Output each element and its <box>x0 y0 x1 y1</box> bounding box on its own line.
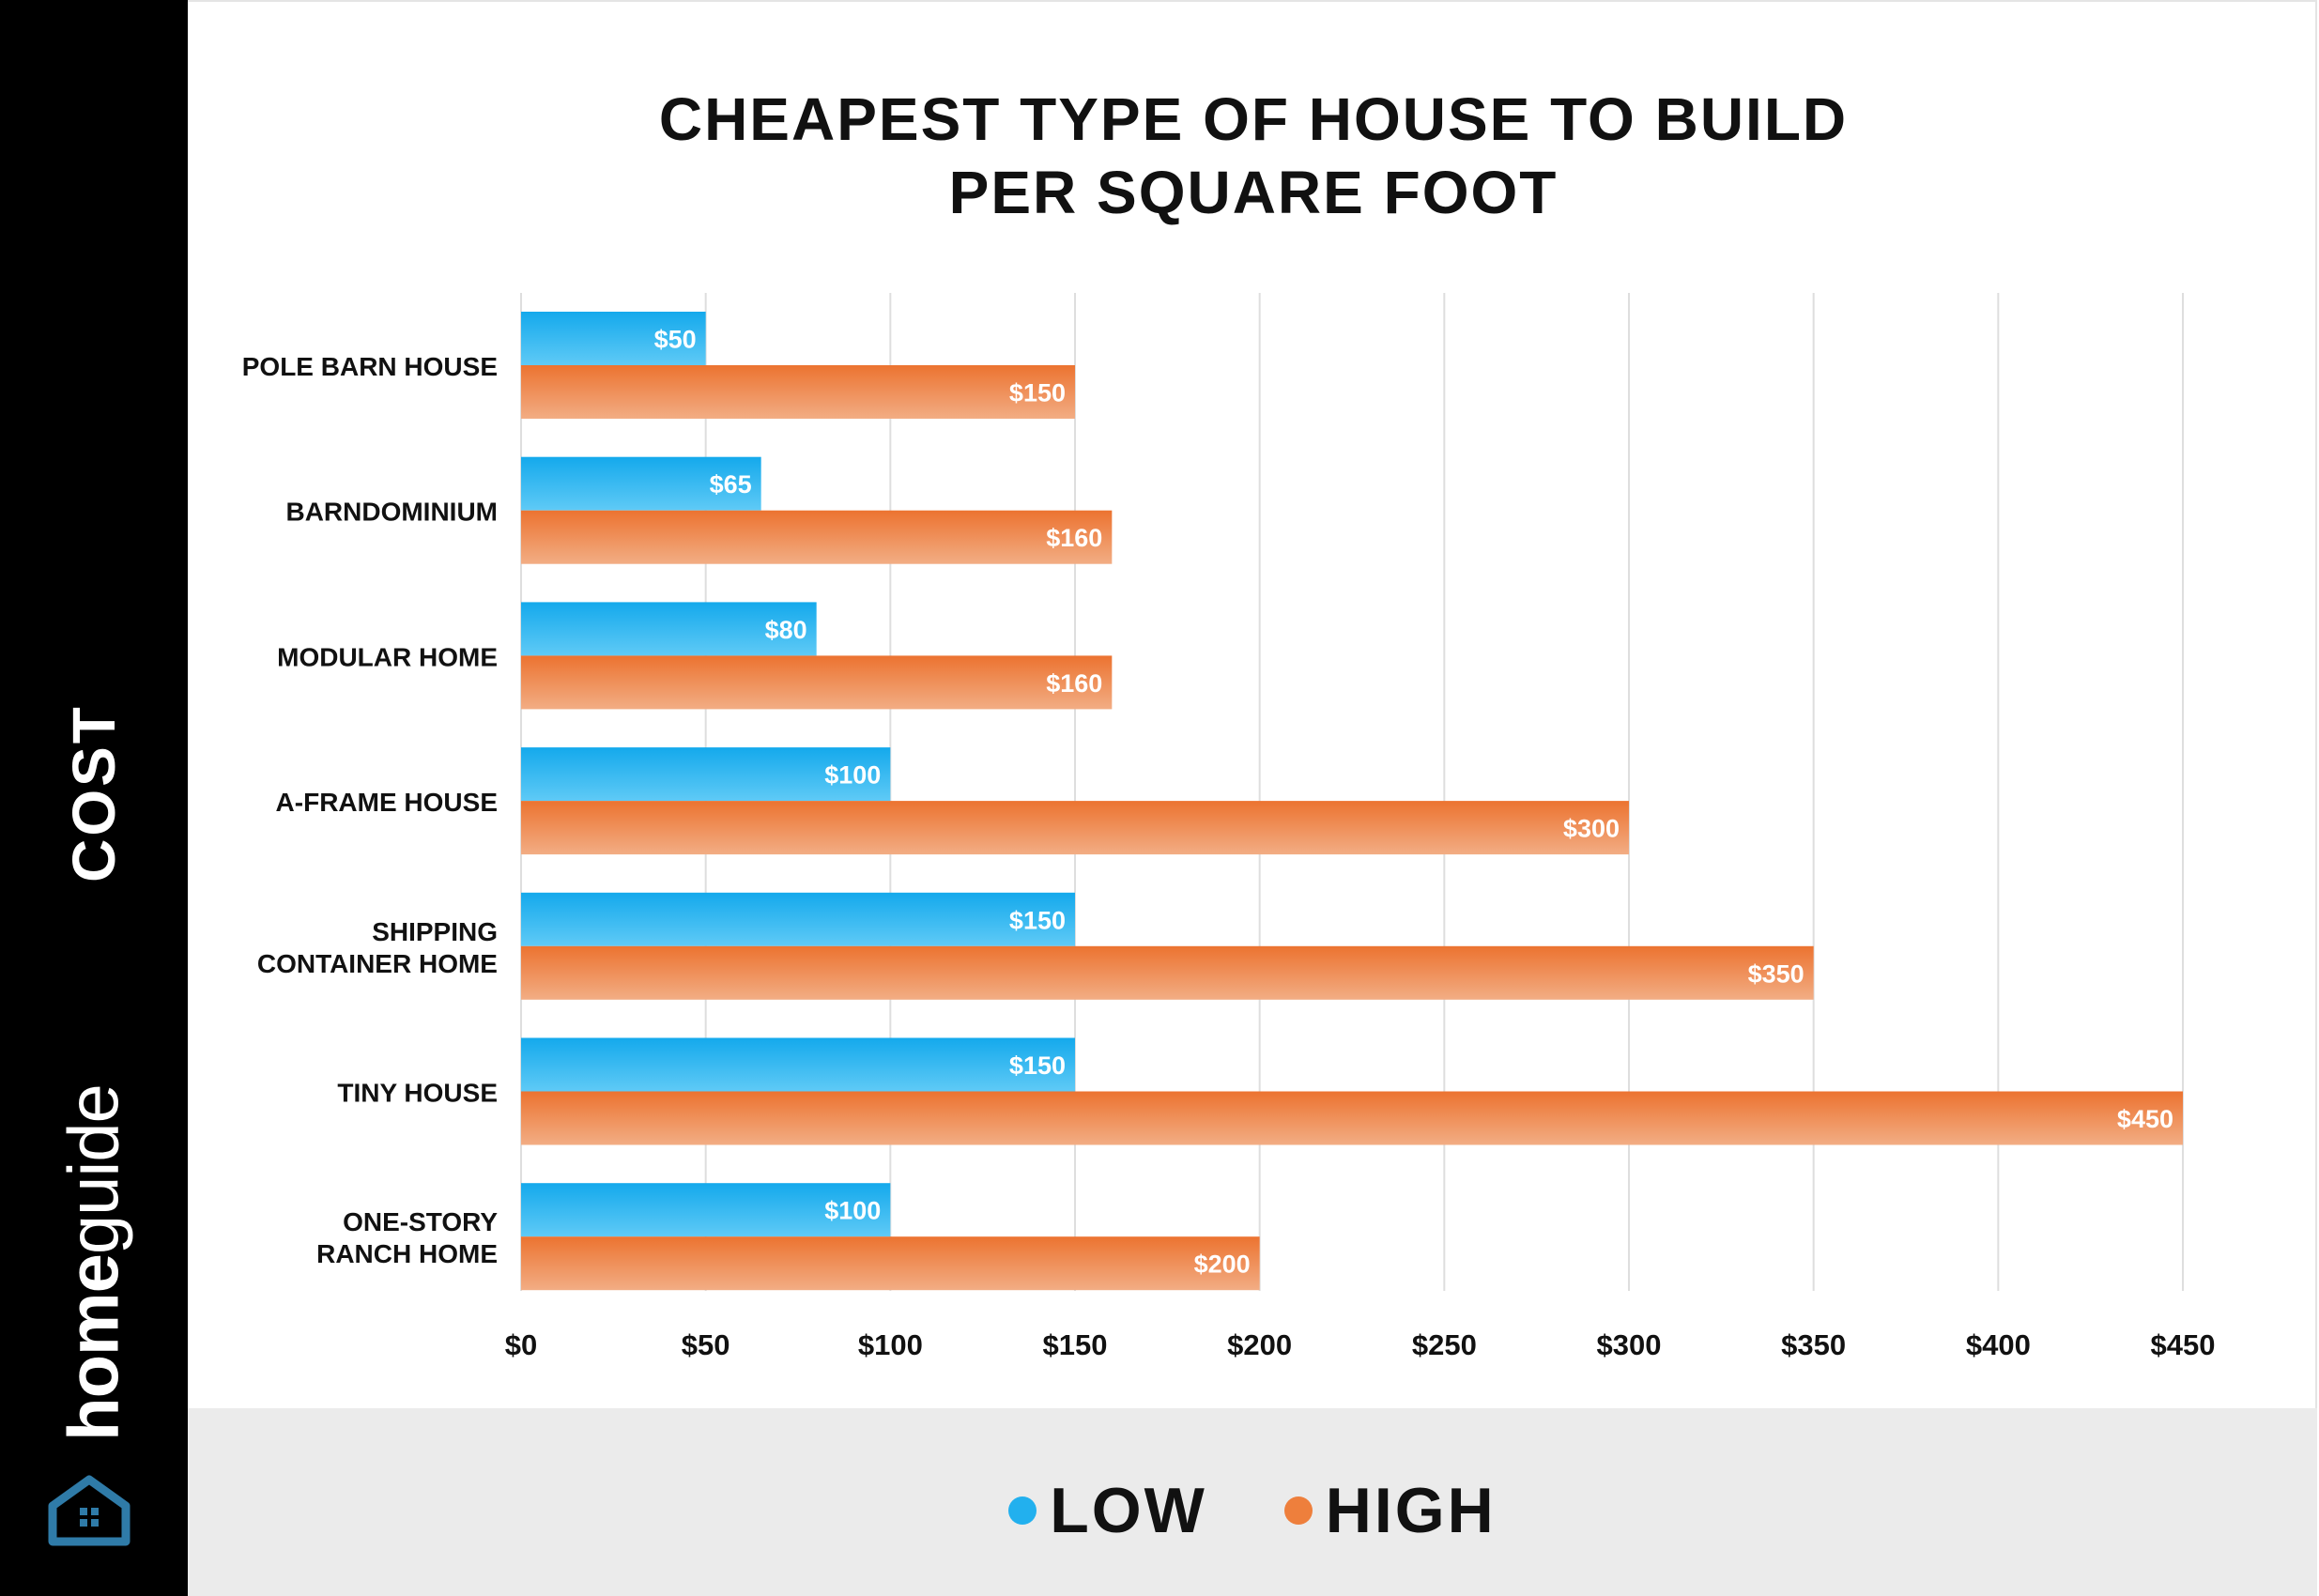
category-label: A-FRAME HOUSE <box>276 788 498 817</box>
category-label: BARNDOMINIUM <box>285 498 498 527</box>
x-tick-label: $150 <box>1043 1328 1108 1361</box>
bar-value-label: $300 <box>1563 815 1620 843</box>
bar-value-label: $150 <box>1009 1051 1066 1080</box>
x-tick-label: $300 <box>1597 1328 1662 1361</box>
bar-low <box>521 1183 891 1237</box>
bar-value-label: $100 <box>824 761 881 790</box>
legend-item-high: HIGH <box>1283 1474 1497 1547</box>
bar-high <box>521 801 1629 855</box>
category-label: RANCH HOME <box>316 1239 498 1268</box>
legend: LOW HIGH <box>188 1466 2317 1547</box>
x-tick-label: $400 <box>1966 1328 2031 1361</box>
labels: $0 $50 $100 $150 $200 $250 $300 $350 $400 $450 $50… <box>242 326 2216 1362</box>
bar-value-label: $50 <box>654 326 697 354</box>
legend-item-low: LOW <box>1008 1474 1207 1547</box>
bar-high <box>521 365 1075 419</box>
bar-high <box>521 655 1113 710</box>
bar-high <box>521 510 1113 564</box>
sidebar: COST homeguide <box>0 0 188 1596</box>
bar-high <box>521 1091 2183 1145</box>
chart-title-line-1: CHEAPEST TYPE OF HOUSE TO BUILD <box>658 85 1849 153</box>
bar-value-label: $150 <box>1009 906 1066 934</box>
chart-title-line-2: PER SQUARE FOOT <box>948 159 1559 226</box>
legend-label-high: HIGH <box>1325 1475 1497 1546</box>
x-tick-label: $250 <box>1412 1328 1477 1361</box>
bar-low <box>521 747 891 802</box>
house-logo-icon <box>48 1475 131 1546</box>
bar-low <box>521 1037 1075 1092</box>
category-label: SHIPPING <box>372 917 498 946</box>
x-tick-label: $50 <box>682 1328 730 1361</box>
category-label: CONTAINER HOME <box>257 949 498 978</box>
chart-title: CHEAPEST TYPE OF HOUSE TO BUILD PER SQUA… <box>188 83 2319 229</box>
chart-card <box>188 0 2317 1594</box>
bar-high <box>521 1236 1260 1291</box>
bar-value-label: $200 <box>1194 1251 1251 1279</box>
bar-low <box>521 602 817 656</box>
bar-value-label: $160 <box>1046 669 1102 698</box>
x-tick-label: $200 <box>1227 1328 1292 1361</box>
bar-low <box>521 456 761 511</box>
bar-high <box>521 945 1814 1000</box>
bars <box>521 312 2183 1291</box>
bar-value-label: $350 <box>1748 959 1805 988</box>
bar-low <box>521 892 1075 946</box>
bar-value-label: $160 <box>1046 524 1102 552</box>
x-tick-label: $0 <box>505 1328 537 1361</box>
bar-value-label: $100 <box>824 1197 881 1225</box>
category-label: MODULAR HOME <box>277 642 498 671</box>
category-label: ONE-STORY <box>343 1207 498 1236</box>
legend-band: LOW HIGH <box>188 1408 2317 1596</box>
legend-swatch-low <box>1008 1496 1037 1525</box>
bar-value-label: $150 <box>1009 379 1066 407</box>
legend-label-low: LOW <box>1050 1475 1207 1546</box>
bar-value-label: $450 <box>2117 1105 2173 1133</box>
category-label: TINY HOUSE <box>337 1079 498 1108</box>
bar-value-label: $65 <box>710 470 752 499</box>
bar-low <box>521 312 706 365</box>
category-label: POLE BARN HOUSE <box>242 352 498 381</box>
x-tick-label: $450 <box>2151 1328 2216 1361</box>
legend-swatch-high <box>1283 1496 1313 1525</box>
x-tick-label: $350 <box>1781 1328 1846 1361</box>
bar-value-label: $80 <box>765 616 807 644</box>
bar-chart: $0 $50 $100 $150 $200 $250 $300 $350 $400 $450 $50… <box>242 293 2216 1362</box>
x-tick-label: $100 <box>858 1328 923 1361</box>
